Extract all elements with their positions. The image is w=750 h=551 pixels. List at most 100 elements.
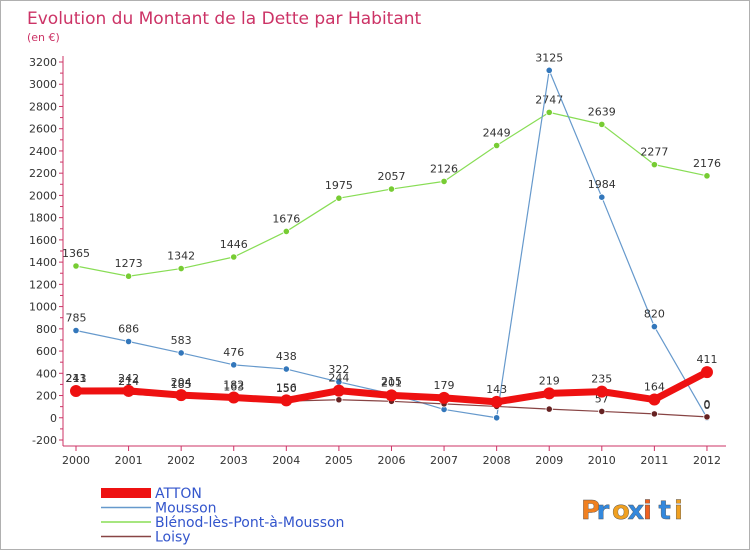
data-point-blenod-les-pont-a-mousson <box>230 253 238 261</box>
data-point-blenod-les-pont-a-mousson <box>335 194 343 202</box>
data-point-atton <box>227 391 240 404</box>
x-tick-label: 2008 <box>483 454 511 467</box>
data-point-atton <box>543 387 556 400</box>
y-tick-label: 1600 <box>29 234 57 247</box>
data-label-blenod-les-pont-a-mousson: 2747 <box>535 93 563 106</box>
proxiti-logo: Pr oxi t i <box>581 496 683 526</box>
data-label-atton: 235 <box>591 373 612 386</box>
data-label-mousson: 1984 <box>588 178 616 191</box>
y-tick-label: 600 <box>36 345 57 358</box>
data-point-mousson <box>545 66 553 74</box>
data-label-atton: 143 <box>486 383 507 396</box>
data-label-mousson: 686 <box>118 322 139 335</box>
data-point-atton <box>175 389 188 402</box>
y-tick-label: 2800 <box>29 100 57 113</box>
data-label-atton: 156 <box>276 381 297 394</box>
logo-letter: x <box>628 496 645 526</box>
y-tick-label: 2400 <box>29 145 57 158</box>
data-label-atton: 164 <box>644 381 665 394</box>
x-tick-label: 2010 <box>588 454 616 467</box>
logo-letter: t <box>659 496 671 526</box>
data-point-atton <box>280 394 293 407</box>
data-label-blenod-les-pont-a-mousson: 2639 <box>588 105 616 118</box>
data-point-atton <box>332 384 345 397</box>
data-label-atton: 244 <box>328 372 349 385</box>
data-label-blenod-les-pont-a-mousson: 1446 <box>220 238 248 251</box>
chart-subtitle: (en €) <box>27 31 60 44</box>
data-label-loisy: 163 <box>223 381 244 394</box>
y-tick-label: 800 <box>36 323 57 336</box>
data-point-mousson <box>177 349 185 357</box>
data-point-blenod-les-pont-a-mousson <box>282 227 290 236</box>
data-point-mousson <box>493 414 501 422</box>
data-label-atton: 179 <box>434 379 455 392</box>
chart-title: Evolution du Montant de la Dette par Hab… <box>27 9 422 29</box>
data-label-blenod-les-pont-a-mousson: 2057 <box>377 170 405 183</box>
data-point-atton <box>70 384 82 397</box>
y-tick-label: 2200 <box>29 167 57 180</box>
data-point-blenod-les-pont-a-mousson <box>387 185 396 193</box>
x-tick-label: 2012 <box>693 454 721 467</box>
x-tick-label: 2000 <box>62 454 90 467</box>
data-label-loisy: 185 <box>171 378 192 391</box>
y-tick-label: 1400 <box>29 256 57 269</box>
logo-letter: o <box>612 496 630 526</box>
legend: ATTONMoussonBlénod-lès-Pont-à-MoussonLoi… <box>101 486 344 546</box>
data-label-blenod-les-pont-a-mousson: 1975 <box>325 179 353 192</box>
data-point-blenod-les-pont-a-mousson <box>703 172 711 180</box>
y-tick-label: 2600 <box>29 123 57 136</box>
data-point-blenod-les-pont-a-mousson <box>598 120 606 128</box>
y-tick-label: 1200 <box>29 278 57 291</box>
data-point-atton <box>490 395 503 408</box>
data-point-loisy <box>335 396 343 404</box>
legend-label: Mousson <box>155 501 217 517</box>
data-label-blenod-les-pont-a-mousson: 2176 <box>693 157 721 170</box>
data-label-loisy: 213 <box>66 372 87 385</box>
axes: -200 0 200 400 600 800 1000 1200 1400 1600 1800 200… <box>29 56 726 467</box>
data-point-blenod-les-pont-a-mousson <box>72 262 80 270</box>
y-tick-label: 400 <box>36 367 57 380</box>
data-point-atton <box>438 391 451 404</box>
data-label-atton: 182 <box>223 379 244 392</box>
data-point-mousson <box>650 322 658 331</box>
data-label-mousson: 583 <box>171 334 192 347</box>
data-label-blenod-les-pont-a-mousson: 1342 <box>167 250 195 263</box>
data-point-blenod-les-pont-a-mousson <box>177 264 185 273</box>
x-tick-label: 2009 <box>535 454 563 467</box>
data-label-mousson: 820 <box>644 308 665 321</box>
x-tick-label: 2006 <box>377 454 405 467</box>
x-tick-label: 2001 <box>115 454 143 467</box>
data-label-mousson: 3125 <box>535 51 563 64</box>
legend-label: ATTON <box>155 486 202 502</box>
series-layer: 1365 1273 1342 1446 1676 1975 2057 2126 2449 2747… <box>62 51 721 422</box>
logo-letter: i <box>674 496 683 526</box>
data-label-mousson: 0 <box>703 399 710 412</box>
data-point-mousson <box>124 337 133 346</box>
y-tick-label: 0 <box>50 412 57 425</box>
data-point-blenod-les-pont-a-mousson <box>493 141 501 150</box>
data-label-mousson: 215 <box>381 375 402 388</box>
y-tick-label: 3200 <box>29 56 57 69</box>
y-tick-label: -200 <box>32 434 57 447</box>
data-label-blenod-les-pont-a-mousson: 1676 <box>272 212 300 225</box>
data-label-atton: 242 <box>118 372 139 385</box>
y-tick-label: 3000 <box>29 78 57 91</box>
data-label-mousson: 476 <box>223 346 244 359</box>
y-tick-label: 1000 <box>29 301 57 314</box>
x-tick-label: 2004 <box>272 454 300 467</box>
data-label-atton: 411 <box>696 353 717 366</box>
data-point-mousson <box>598 193 606 201</box>
data-point-loisy <box>545 405 553 413</box>
data-label-blenod-les-pont-a-mousson: 2126 <box>430 162 458 175</box>
data-point-atton <box>122 384 135 397</box>
data-point-blenod-les-pont-a-mousson <box>124 272 133 280</box>
data-point-loisy <box>650 410 658 418</box>
data-point-blenod-les-pont-a-mousson <box>650 161 658 169</box>
logo-letter: i <box>643 496 652 526</box>
data-label-mousson: 322 <box>328 363 349 376</box>
data-point-atton <box>700 366 713 379</box>
data-point-mousson <box>230 361 238 369</box>
series-blenod-les-pont-a-mousson: 1365 1273 1342 1446 1676 1975 2057 2126 2449 2747… <box>62 93 721 280</box>
data-label-loisy: 150 <box>276 382 297 395</box>
data-point-blenod-les-pont-a-mousson <box>440 177 448 186</box>
